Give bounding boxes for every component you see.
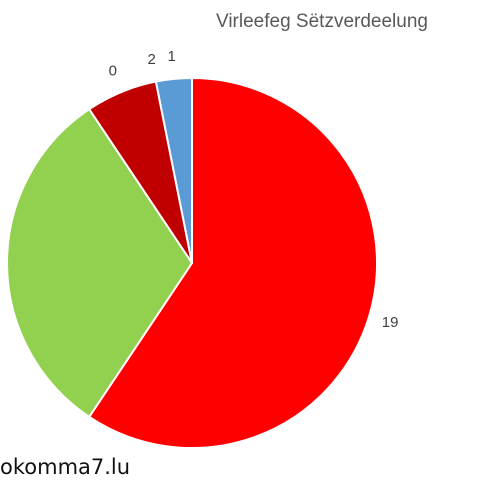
watermark: okomma7.lu xyxy=(0,455,131,479)
pie-slices xyxy=(6,76,378,449)
pie-labels: 19 0 2 1 xyxy=(109,48,399,331)
slice-label-4: 1 xyxy=(168,48,176,65)
pie-slice-4 xyxy=(154,76,193,264)
pie-slice-0 xyxy=(87,76,378,449)
slice-label-2: 0 xyxy=(109,63,117,80)
slice-label-3: 2 xyxy=(147,51,155,68)
slice-label-0: 19 xyxy=(382,314,399,331)
pie-slice-1 xyxy=(6,107,194,419)
chart-title: Virleefeg Sëtzverdeelung xyxy=(216,11,428,32)
